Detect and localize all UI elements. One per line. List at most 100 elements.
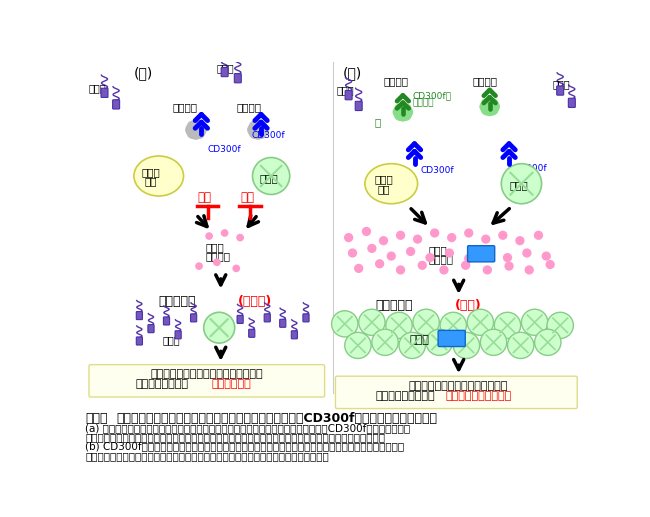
Ellipse shape xyxy=(134,156,183,196)
FancyBboxPatch shape xyxy=(264,314,270,322)
Circle shape xyxy=(190,120,202,132)
Circle shape xyxy=(479,101,491,113)
Text: セラミド: セラミド xyxy=(473,76,498,86)
FancyBboxPatch shape xyxy=(221,67,228,77)
Circle shape xyxy=(359,309,385,336)
Circle shape xyxy=(372,329,398,355)
Circle shape xyxy=(484,101,495,113)
FancyBboxPatch shape xyxy=(101,88,108,98)
Circle shape xyxy=(344,233,354,242)
Circle shape xyxy=(190,124,202,136)
FancyBboxPatch shape xyxy=(163,317,170,325)
Circle shape xyxy=(249,120,261,133)
Text: 増加: 増加 xyxy=(445,333,458,343)
Circle shape xyxy=(394,103,406,115)
FancyBboxPatch shape xyxy=(556,86,564,95)
Circle shape xyxy=(247,124,259,136)
Circle shape xyxy=(387,251,396,261)
Circle shape xyxy=(396,231,405,240)
Text: 図３：: 図３： xyxy=(85,412,108,424)
FancyBboxPatch shape xyxy=(234,73,241,83)
Circle shape xyxy=(481,104,493,115)
Text: CD300f: CD300f xyxy=(207,145,241,154)
FancyBboxPatch shape xyxy=(345,90,352,100)
Ellipse shape xyxy=(365,164,417,204)
Text: (大量): (大量) xyxy=(455,299,482,312)
FancyBboxPatch shape xyxy=(112,100,120,109)
Circle shape xyxy=(545,260,554,269)
Circle shape xyxy=(399,332,425,358)
Circle shape xyxy=(498,231,508,240)
Text: 細胞: 細胞 xyxy=(145,176,157,186)
FancyBboxPatch shape xyxy=(355,101,362,111)
Text: 局所への好中球集積が不十分であると: 局所への好中球集積が不十分であると xyxy=(151,369,263,379)
Circle shape xyxy=(430,229,439,238)
Circle shape xyxy=(439,265,448,275)
Circle shape xyxy=(233,265,240,272)
Circle shape xyxy=(354,264,363,273)
Circle shape xyxy=(194,124,207,136)
Text: 抑制: 抑制 xyxy=(198,191,211,204)
Circle shape xyxy=(397,110,409,121)
Circle shape xyxy=(400,103,411,115)
Circle shape xyxy=(205,232,213,240)
Text: 好中球: 好中球 xyxy=(259,173,278,183)
Circle shape xyxy=(344,332,371,358)
FancyBboxPatch shape xyxy=(237,315,243,324)
FancyBboxPatch shape xyxy=(303,314,309,322)
Circle shape xyxy=(464,229,473,238)
Circle shape xyxy=(375,259,384,268)
Circle shape xyxy=(221,229,229,237)
Text: 好中球: 好中球 xyxy=(509,180,528,191)
FancyBboxPatch shape xyxy=(136,312,142,320)
Circle shape xyxy=(487,98,499,110)
Circle shape xyxy=(480,329,507,355)
Circle shape xyxy=(367,244,376,253)
Text: (b) CD300fの機能阻害薬によりマスト細胞と好中球はより活性化して多量の好中球遅走因子を産生する。: (b) CD300fの機能阻害薬によりマスト細胞と好中球はより活性化して多量の好… xyxy=(85,442,404,452)
Text: セラミド: セラミド xyxy=(236,102,261,112)
Circle shape xyxy=(193,127,205,139)
Circle shape xyxy=(348,248,357,257)
Text: CD300f: CD300f xyxy=(252,131,285,140)
Text: 抑制: 抑制 xyxy=(240,191,254,204)
Circle shape xyxy=(379,236,388,245)
Text: 好中球: 好中球 xyxy=(205,242,224,252)
Circle shape xyxy=(417,261,427,270)
Circle shape xyxy=(547,312,573,339)
Circle shape xyxy=(406,247,415,256)
Circle shape xyxy=(255,127,267,139)
Text: 好中球: 好中球 xyxy=(428,245,447,255)
Circle shape xyxy=(525,265,534,275)
FancyBboxPatch shape xyxy=(175,331,181,339)
Circle shape xyxy=(386,312,412,339)
Circle shape xyxy=(481,98,493,110)
FancyBboxPatch shape xyxy=(249,329,255,337)
Circle shape xyxy=(394,109,406,121)
Text: 遅走因子: 遅走因子 xyxy=(205,251,230,261)
Text: CD300f: CD300f xyxy=(421,166,454,175)
FancyBboxPatch shape xyxy=(89,364,324,397)
Circle shape xyxy=(440,312,467,339)
Circle shape xyxy=(252,124,264,136)
Circle shape xyxy=(195,262,203,270)
Circle shape xyxy=(453,332,480,358)
Circle shape xyxy=(252,158,290,194)
Text: 抑制される。その結果、感染局所への好中球の集積は不十分となり、大腸菌は増殖して敗血症へ進展する。: 抑制される。その結果、感染局所への好中球の集積は不十分となり、大腸菌は増殖して敗… xyxy=(85,432,385,443)
Text: 細胞: 細胞 xyxy=(377,184,390,194)
Circle shape xyxy=(467,309,493,336)
Circle shape xyxy=(362,227,371,236)
Circle shape xyxy=(193,120,205,133)
Circle shape xyxy=(534,231,543,240)
Text: 薬: 薬 xyxy=(374,117,380,128)
Circle shape xyxy=(541,251,551,261)
Circle shape xyxy=(393,106,404,118)
Text: CD300fの: CD300fの xyxy=(413,92,452,100)
Text: 遅走因子: 遅走因子 xyxy=(428,254,454,265)
Circle shape xyxy=(484,104,495,116)
FancyBboxPatch shape xyxy=(438,330,465,346)
Circle shape xyxy=(494,312,521,339)
Circle shape xyxy=(522,248,532,257)
FancyBboxPatch shape xyxy=(335,376,577,408)
Text: その結果、大量の好中球が局所に集積し大腸菌を排除して敗血症への進展を阻止する。: その結果、大量の好中球が局所に集積し大腸菌を排除して敗血症への進展を阻止する。 xyxy=(85,451,329,461)
Circle shape xyxy=(413,235,422,244)
